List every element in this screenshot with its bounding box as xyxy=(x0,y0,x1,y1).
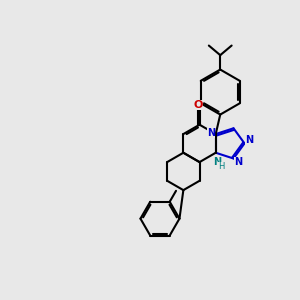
Text: N: N xyxy=(213,157,221,167)
Text: O: O xyxy=(194,100,203,110)
Text: N: N xyxy=(234,157,242,167)
Text: H: H xyxy=(218,162,224,171)
Text: N: N xyxy=(207,128,215,138)
Text: N: N xyxy=(244,135,253,145)
